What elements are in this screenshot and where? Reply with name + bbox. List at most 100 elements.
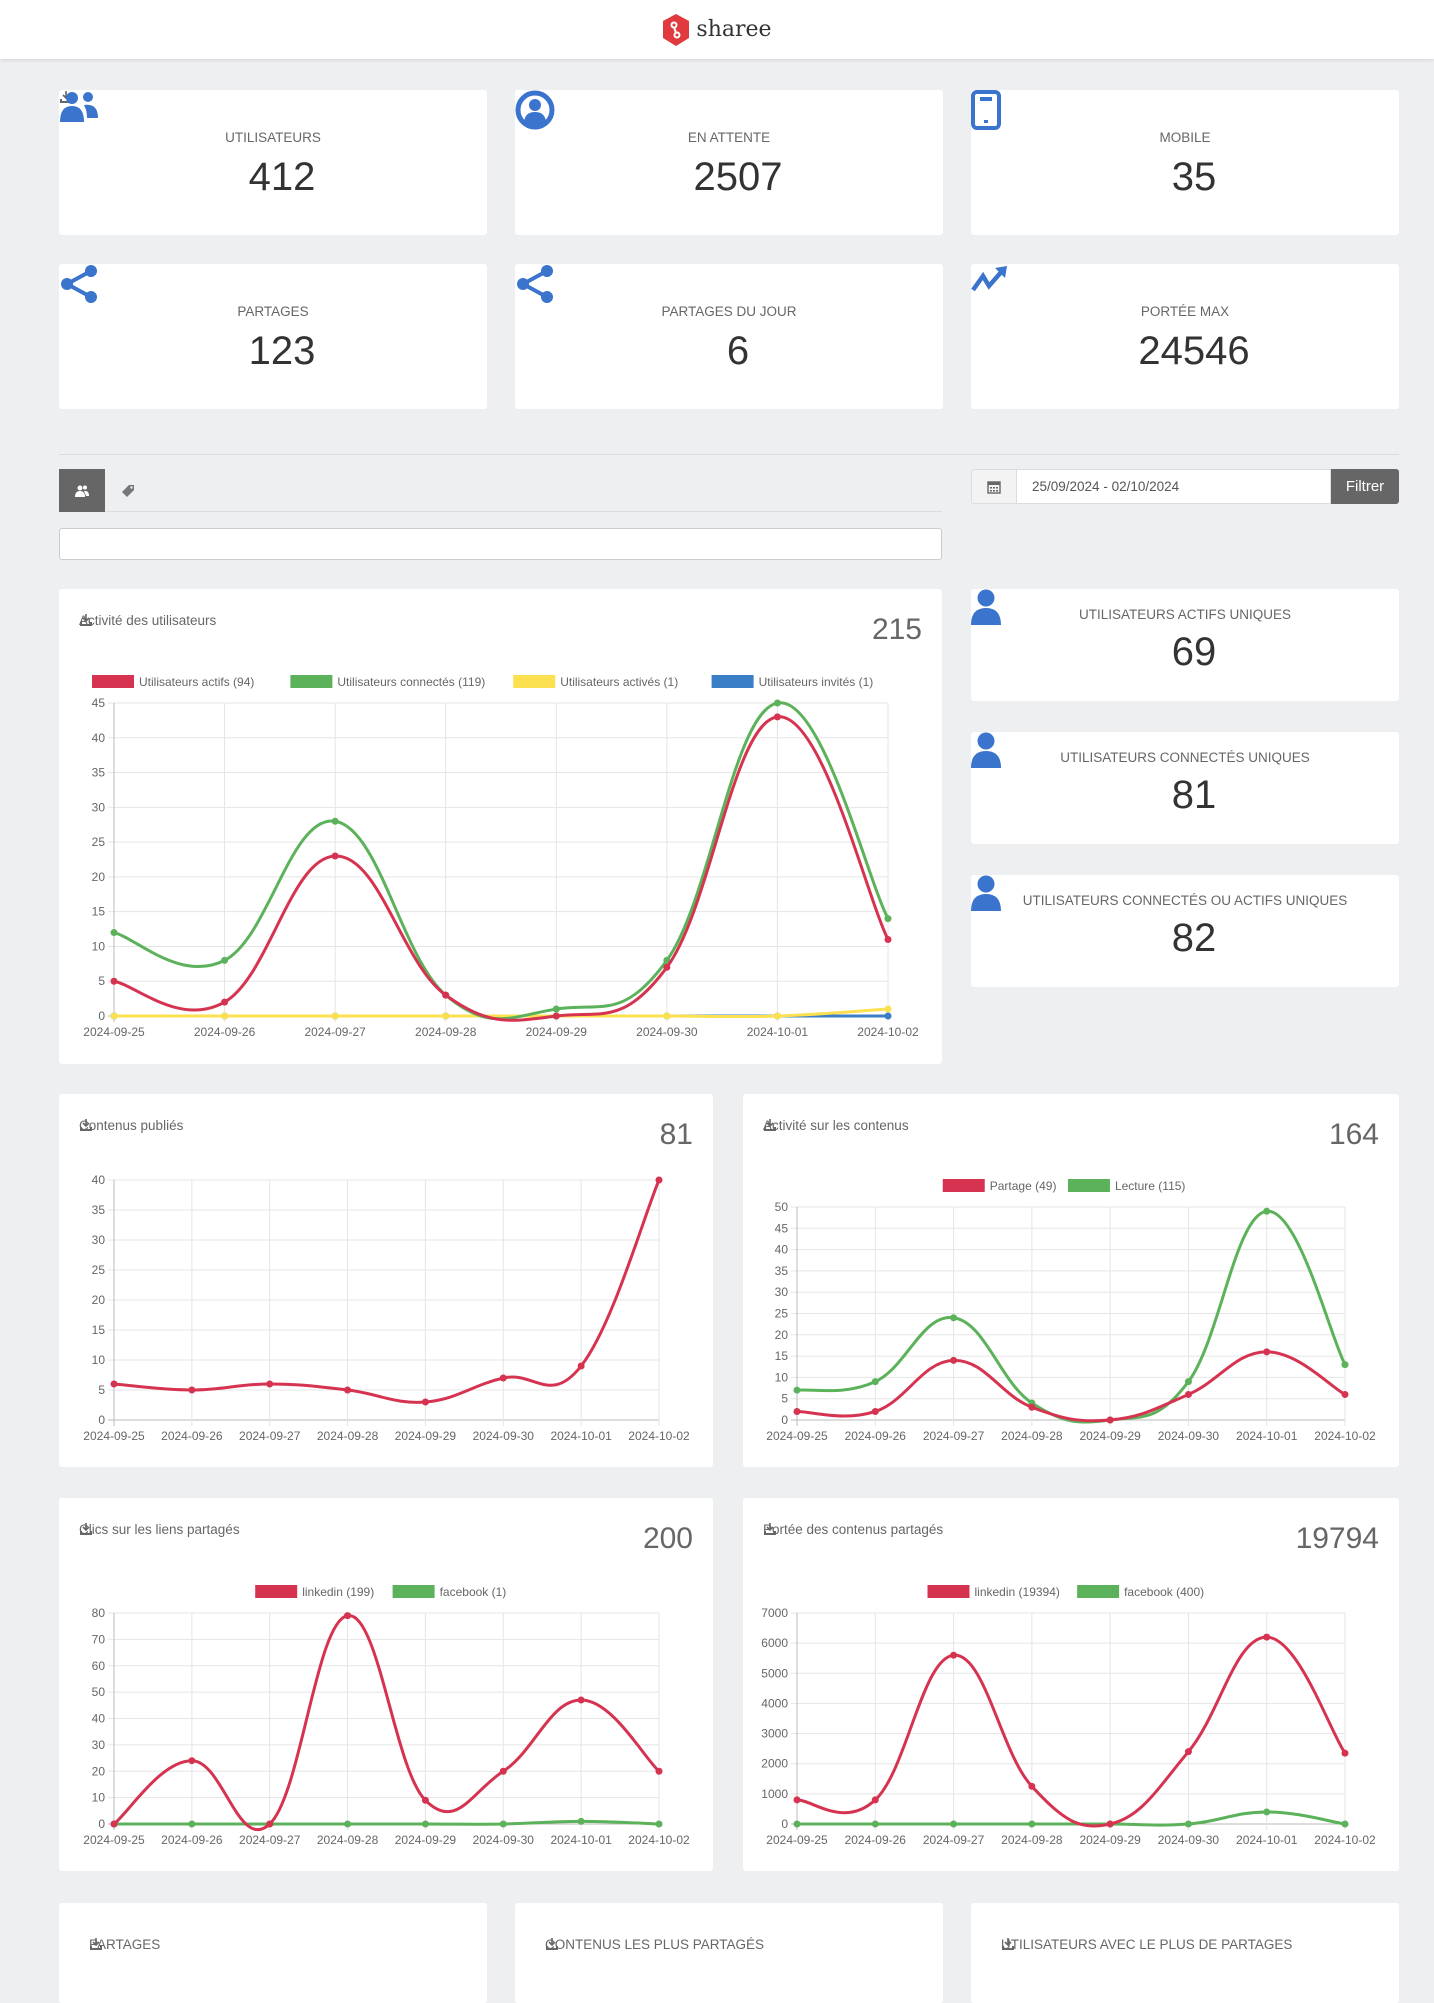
y-tick-label: 0 [98, 1413, 105, 1427]
data-point [884, 935, 892, 943]
y-tick-label: 25 [92, 1263, 106, 1277]
legend-swatch [711, 675, 754, 688]
x-tick-label: 2024-10-02 [857, 1025, 919, 1039]
y-tick-label: 40 [92, 1712, 106, 1726]
data-point [1106, 1820, 1114, 1828]
data-point [793, 1407, 801, 1415]
date-range-input[interactable] [1016, 469, 1331, 504]
y-tick-label: 10 [775, 1370, 789, 1384]
download-icon[interactable] [763, 1118, 777, 1132]
kpi-label-row: UTILISATEURS [60, 91, 321, 145]
sharee-logo-icon[interactable] [662, 13, 690, 46]
download-icon[interactable] [1001, 1937, 1015, 1951]
filter-button[interactable]: Filtrer [1331, 469, 1399, 504]
y-tick-label: 5000 [761, 1666, 788, 1680]
calendar-addon[interactable] [971, 469, 1016, 504]
download-icon[interactable] [79, 613, 93, 627]
data-point [655, 1176, 663, 1184]
kpi-label: MOBILE [1159, 130, 1211, 145]
download-icon[interactable] [763, 1522, 777, 1536]
y-tick-label: 35 [92, 1203, 106, 1217]
data-point [793, 1386, 801, 1394]
series-line [796, 1209, 1347, 1424]
y-tick-label: 10 [92, 939, 106, 953]
data-point [421, 1398, 429, 1406]
line-chart: 0 5 10 15 20 25 30 35 40 45 50 2024-09-25 2024-09-26… [766, 1179, 1376, 1443]
data-point [884, 915, 892, 923]
data-point [221, 998, 229, 1006]
data-point [188, 1820, 196, 1828]
data-point [499, 1374, 507, 1382]
kpi-label: PARTAGES DU JOUR [661, 304, 797, 319]
x-tick-label: 2024-09-28 [317, 1833, 379, 1847]
y-tick-label: 3000 [761, 1727, 788, 1741]
tab-users[interactable] [59, 469, 105, 512]
y-tick-label: 30 [92, 1738, 106, 1752]
series-line [796, 1635, 1347, 1828]
y-tick-label: 0 [98, 1009, 105, 1023]
download-icon[interactable] [89, 1937, 103, 1951]
x-tick-label: 2024-09-28 [1001, 1429, 1063, 1443]
y-tick-label: 45 [92, 696, 106, 710]
y-tick-label: 20 [92, 1764, 106, 1778]
kpi-card: PORTÉE MAX 24546 [971, 264, 1399, 409]
table-card: CONTENUS LES PLUS PARTAGÉS [515, 1903, 943, 2003]
data-point [1263, 1633, 1271, 1641]
x-tick-label: 2024-09-28 [1001, 1833, 1063, 1847]
kpi-label-row: PARTAGES DU JOUR [661, 304, 796, 319]
y-tick-label: 40 [92, 1173, 106, 1187]
data-point [871, 1820, 879, 1828]
kpi-value-row: 123 [61, 265, 315, 374]
unique-kpi-card: UTILISATEURS ACTIFS UNIQUES 69 [971, 589, 1399, 701]
x-tick-label: 2024-09-29 [1079, 1429, 1141, 1443]
data-point [871, 1796, 879, 1804]
chart-title-text: Activité sur les contenus [763, 1118, 909, 1133]
chart-title-text: Portée des contenus partagés [763, 1522, 944, 1537]
data-point [110, 1012, 118, 1020]
y-tick-label: 15 [775, 1349, 789, 1363]
kpi-label: EN ATTENTE [687, 130, 771, 145]
download-icon[interactable] [79, 1522, 93, 1536]
data-point [793, 1796, 801, 1804]
top-header: sharee [0, 0, 1434, 59]
x-tick-label: 2024-10-01 [550, 1833, 612, 1847]
data-point [1263, 1808, 1271, 1816]
x-tick-label: 2024-10-02 [1314, 1833, 1376, 1847]
y-tick-label: 25 [775, 1307, 789, 1321]
download-icon[interactable] [545, 1937, 559, 1951]
kpi-label-row: PARTAGES [237, 304, 308, 319]
download-icon[interactable] [79, 1118, 93, 1132]
legend-swatch [392, 1585, 435, 1598]
y-tick-label: 5 [781, 1392, 788, 1406]
data-point [331, 852, 339, 860]
x-tick-label: 2024-09-26 [845, 1429, 907, 1443]
brand-name[interactable]: sharee [696, 17, 772, 42]
y-tick-label: 7000 [761, 1606, 788, 1620]
data-point [344, 1386, 352, 1394]
y-tick-label: 10 [92, 1353, 106, 1367]
x-tick-label: 2024-09-26 [845, 1833, 907, 1847]
kpi-value-row: 6 [517, 265, 750, 374]
data-point [950, 1651, 958, 1659]
kpi-card: PARTAGES DU JOUR 6 [515, 264, 943, 409]
data-point [1341, 1361, 1349, 1369]
kpi-card: PARTAGES 123 [59, 264, 487, 409]
unique-kpi-card: UTILISATEURS CONNECTÉS UNIQUES 81 [971, 732, 1399, 844]
card-title-text: CONTENUS LES PLUS PARTAGÉS [545, 1937, 765, 1952]
x-tick-label: 2024-09-27 [304, 1025, 366, 1039]
data-point [793, 1820, 801, 1828]
kpi-value: 6 [726, 329, 750, 373]
data-point [331, 817, 339, 825]
tab-tags[interactable] [105, 469, 151, 512]
x-tick-label: 2024-09-29 [395, 1429, 457, 1443]
search-input[interactable] [59, 528, 942, 560]
data-point [499, 1820, 507, 1828]
kpi-label-row: UTILISATEURS CONNECTÉS OU ACTIFS UNIQUES [1023, 893, 1348, 908]
legend-label: Utilisateurs connectés (119) [337, 675, 485, 689]
data-point [1028, 1820, 1036, 1828]
data-point [773, 1012, 781, 1020]
data-point [655, 1820, 663, 1828]
calendar-icon [987, 480, 1001, 494]
data-point [344, 1820, 352, 1828]
data-point [884, 1012, 892, 1020]
